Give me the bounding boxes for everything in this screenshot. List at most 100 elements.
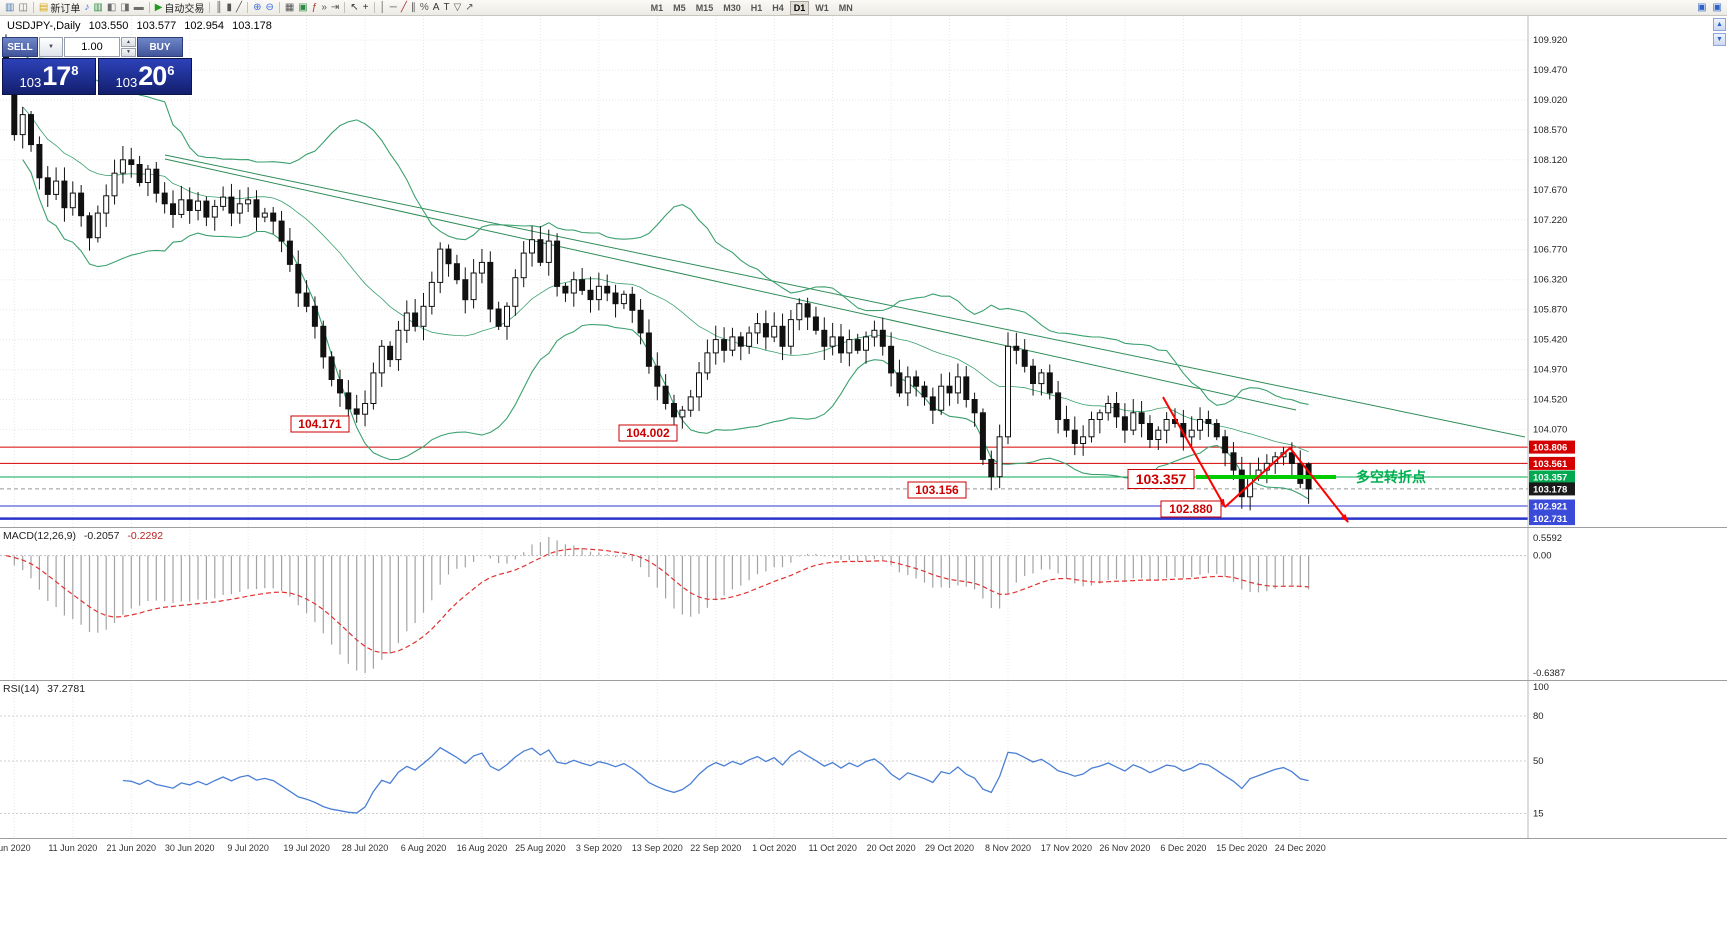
tile-windows-icon[interactable]: ▦	[283, 0, 296, 15]
auto-scroll-icon[interactable]: »	[319, 0, 329, 15]
timeframe-m1-button[interactable]: M1	[647, 1, 668, 15]
macd-panel[interactable]: 0.5592 0.00 -0.6387	[0, 527, 1727, 680]
charts-grid-icon[interactable]: ▥	[3, 0, 16, 15]
shapes-icon: ▽	[453, 1, 462, 13]
timeframe-m30-button[interactable]: M30	[719, 1, 745, 15]
buy-price-display[interactable]: 103 20 6	[98, 58, 192, 95]
y-axis-label: 109.020	[1533, 95, 1567, 106]
volume-input[interactable]	[64, 37, 120, 57]
sound-alert-icon[interactable]: ♪	[82, 0, 91, 15]
chart-ohlc-readout: USDJPY-,Daily 103.550 103.577 102.954 10…	[7, 20, 277, 32]
bar-high-value: 103.577	[136, 20, 177, 32]
top-toolbar: ▥ ◫ ▤ 新订单 ♪ ▥ ◧ ◨ ▬ ▶ 自动交易 ║ ▮ ╱ ⊕ ⊖ ▦ ▣ ƒ» ⇥ ↖ + │ ─ ╱ ∥% A T ▽ ↗ M1…	[0, 0, 1727, 16]
cursor-icon: ↖	[350, 1, 359, 13]
fibonacci-icon[interactable]: %	[418, 0, 431, 15]
data-window-icon[interactable]: ◧	[105, 0, 118, 15]
new-chart-icon: ▣	[298, 1, 308, 13]
macd-signal-value: -0.2292	[127, 530, 164, 542]
bar-chart-mode-icon[interactable]: ║	[213, 0, 224, 15]
buy-button[interactable]: BUY	[137, 37, 183, 57]
bar-open-value: 103.550	[88, 20, 129, 32]
rsi-panel[interactable]: 100 80 50 15	[0, 680, 1727, 838]
channel-icon[interactable]: ∥	[409, 0, 418, 15]
bar-chart-mode-icon: ║	[215, 1, 223, 13]
timeframe-w1-button[interactable]: W1	[811, 1, 833, 15]
label-icon[interactable]: T	[441, 0, 451, 15]
terminal-icon: ▬	[133, 1, 144, 13]
horizontal-level-lines[interactable]	[0, 446, 1528, 520]
sell-price-display[interactable]: 103 17 8	[2, 58, 96, 95]
shapes-icon[interactable]: ▽	[452, 0, 464, 15]
descending-trendlines[interactable]	[164, 154, 1526, 438]
y-axis-label: 107.670	[1533, 185, 1567, 196]
timeframe-h4-button[interactable]: H4	[768, 1, 788, 15]
navigator-icon[interactable]: ◨	[118, 0, 131, 15]
indicators-icon[interactable]: ƒ	[310, 0, 320, 15]
timeframe-h1-button[interactable]: H1	[747, 1, 767, 15]
rsi-axis-label: 50	[1533, 756, 1544, 767]
pivot-note-text: 多空转折点	[1356, 469, 1426, 485]
scroll-down-button[interactable]: ▼	[1713, 33, 1726, 46]
date-label: 25 Aug 2020	[515, 843, 566, 853]
price-chart[interactable]: 104.171 104.002 103.156 103.357 102.880 多空转折点…	[0, 16, 1727, 527]
arrow-tool-icon[interactable]: ↗	[463, 0, 475, 15]
rsi-line	[122, 746, 1309, 814]
forecast-arrows[interactable]	[1162, 396, 1349, 523]
windows-icon[interactable]: ▣	[1695, 0, 1708, 15]
sell-price-point: 8	[71, 63, 79, 78]
help-icon: ▣	[1712, 1, 1722, 13]
terminal-icon[interactable]: ▬	[132, 0, 146, 15]
stepper-down-icon[interactable]: ▼	[121, 47, 136, 57]
vertical-line-icon: │	[379, 1, 386, 13]
timeframe-mn-button[interactable]: MN	[835, 1, 857, 15]
zoom-in-icon[interactable]: ⊕	[251, 0, 263, 15]
y-axis-label: 105.870	[1533, 305, 1567, 316]
y-axis-label: 104.070	[1533, 425, 1567, 436]
auto-scroll-icon: »	[321, 1, 327, 13]
new-order-button[interactable]: ▤ 新订单	[37, 0, 82, 15]
stepper-up-icon[interactable]: ▲	[121, 37, 136, 47]
chart-shift-icon[interactable]: ⇥	[329, 0, 341, 15]
bar-close-value: 103.178	[232, 20, 272, 32]
price-annotation-box	[1127, 469, 1195, 489]
price-annotations[interactable]: 104.171 104.002 103.156 103.357 102.880	[290, 415, 1222, 518]
sound-alert-icon: ♪	[84, 1, 90, 13]
sell-button[interactable]: SELL	[2, 37, 38, 57]
autotrading-button[interactable]: ▶ 自动交易	[153, 0, 207, 15]
candlestick-mode-icon[interactable]: ▮	[225, 0, 235, 15]
new-order-button-label: 新订单	[50, 4, 81, 15]
chart-symbol-title: USDJPY-,Daily	[7, 20, 81, 32]
price-annotation-box	[290, 415, 350, 433]
crosshair-icon[interactable]: +	[361, 0, 371, 15]
market-watch-icon: ▥	[93, 1, 103, 13]
vertical-line-icon[interactable]: │	[378, 0, 388, 15]
timeframe-d1-button[interactable]: D1	[789, 0, 810, 15]
horizontal-line-icon[interactable]: ─	[388, 0, 399, 15]
sell-price-bigfigure: 103	[19, 75, 42, 90]
price-annotation-text: 104.002	[626, 426, 670, 440]
date-label: 28 Jul 2020	[341, 843, 389, 853]
market-watch-icon[interactable]: ▥	[91, 0, 104, 15]
timeframe-m15-button[interactable]: M15	[692, 1, 718, 15]
help-icon[interactable]: ▣	[1711, 0, 1724, 15]
date-label: 17 Nov 2020	[1040, 843, 1092, 853]
trendline-icon[interactable]: ╱	[399, 0, 409, 15]
macd-axis-label: -0.6387	[1533, 668, 1565, 679]
date-label: un 2020	[0, 843, 31, 853]
line-chart-mode-icon[interactable]: ╱	[234, 0, 244, 15]
timeframe-m5-button[interactable]: M5	[669, 1, 690, 15]
timeframe-toolbar: M1 M5 M15 M30 H1 H4 D1 W1 MN	[646, 0, 858, 15]
scroll-up-button[interactable]: ▲	[1713, 18, 1726, 31]
zoom-in-icon: ⊕	[253, 1, 262, 13]
text-icon[interactable]: A	[431, 0, 442, 15]
tick-chart-icon[interactable]: ◫	[16, 0, 29, 15]
volume-dropdown-button[interactable]: ▼	[39, 37, 63, 57]
y-axis-label: 104.970	[1533, 365, 1567, 376]
new-chart-icon[interactable]: ▣	[296, 0, 309, 15]
price-tag: 103.806	[1533, 443, 1567, 454]
cursor-icon[interactable]: ↖	[348, 0, 360, 15]
price-tag: 102.731	[1533, 514, 1568, 525]
rsi-axis-label: 15	[1533, 809, 1544, 820]
price-tag: 103.561	[1533, 459, 1568, 470]
zoom-out-icon[interactable]: ⊖	[263, 0, 275, 15]
